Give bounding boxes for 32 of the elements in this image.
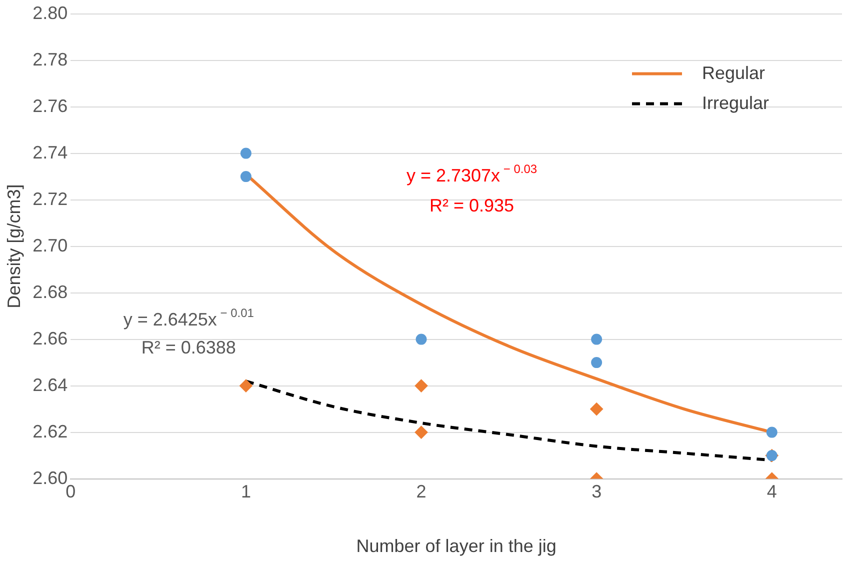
y-tick-label: 2.78 — [32, 49, 68, 70]
y-tick-label: 2.72 — [32, 188, 68, 209]
annotation: R² = 0.6388 — [141, 338, 236, 358]
point — [591, 357, 602, 368]
point — [590, 402, 604, 416]
x-tick-label: 1 — [240, 482, 251, 502]
y-tick-label: 2.62 — [32, 421, 68, 442]
y-tick-label: 2.60 — [32, 468, 68, 488]
y-tick-label: 2.80 — [32, 2, 68, 23]
point — [414, 379, 428, 392]
annotation: R² = 0.935 — [429, 196, 514, 216]
point — [591, 334, 602, 345]
legend-label: Regular — [702, 62, 766, 83]
y-tick-label: 2.74 — [32, 142, 68, 162]
x-tick-label: 0 — [66, 482, 76, 502]
x-tick-label: 3 — [592, 482, 602, 502]
point — [416, 334, 427, 345]
legend-label: Irregular — [702, 92, 770, 113]
point — [414, 426, 428, 439]
x-tick-label: 2 — [416, 482, 426, 502]
y-axis-title: Density [g/cm3] — [4, 184, 24, 308]
y-tick-label: 2.64 — [32, 374, 68, 395]
x-axis-title: Number of layer in the jig — [356, 536, 556, 556]
point — [239, 379, 252, 392]
y-tick-label: 2.76 — [32, 96, 68, 116]
point — [766, 426, 778, 438]
x-tick-label: 4 — [766, 482, 777, 502]
y-tick-label: 2.66 — [32, 328, 68, 348]
point — [240, 171, 252, 182]
y-tick-label: 2.70 — [32, 235, 68, 256]
y-tick-label: 2.68 — [32, 282, 68, 302]
point — [240, 148, 252, 159]
